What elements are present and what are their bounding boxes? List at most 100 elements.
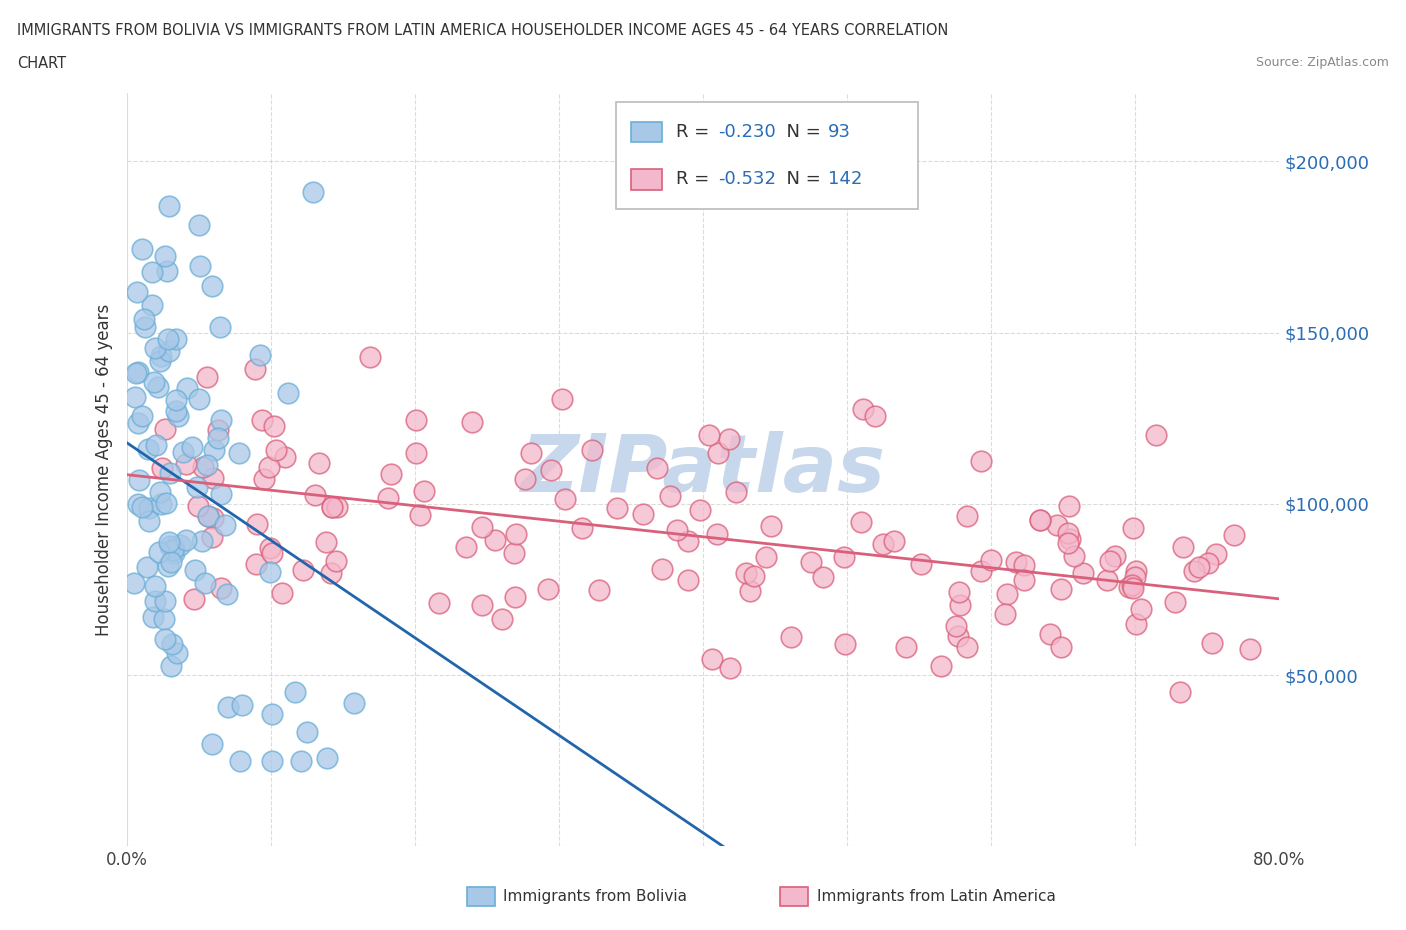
Point bbox=[249, 347, 271, 362]
Point bbox=[160, 637, 183, 652]
Point bbox=[1144, 428, 1167, 443]
Point bbox=[253, 472, 276, 486]
Point bbox=[505, 526, 527, 541]
Point bbox=[405, 412, 427, 427]
Point bbox=[520, 445, 543, 460]
Point bbox=[148, 544, 170, 559]
Point bbox=[738, 584, 761, 599]
Point bbox=[1099, 553, 1122, 568]
Text: Source: ZipAtlas.com: Source: ZipAtlas.com bbox=[1256, 56, 1389, 69]
Point bbox=[180, 439, 202, 454]
Point bbox=[263, 419, 285, 434]
Point bbox=[191, 534, 214, 549]
Point bbox=[165, 331, 187, 346]
Point bbox=[271, 585, 294, 600]
Point bbox=[550, 392, 572, 406]
Point bbox=[284, 684, 307, 699]
Point bbox=[201, 530, 224, 545]
Point bbox=[131, 499, 153, 514]
Point bbox=[832, 550, 855, 565]
Point bbox=[706, 527, 728, 542]
Point bbox=[202, 511, 225, 525]
Point bbox=[759, 519, 782, 534]
Point bbox=[245, 362, 267, 377]
Point bbox=[1129, 602, 1152, 617]
Point bbox=[697, 428, 720, 443]
Point bbox=[676, 534, 699, 549]
Point bbox=[260, 707, 283, 722]
Point bbox=[834, 637, 856, 652]
Point bbox=[134, 312, 156, 326]
Point bbox=[304, 488, 326, 503]
Point bbox=[409, 508, 432, 523]
Point bbox=[176, 457, 198, 472]
Point bbox=[427, 596, 450, 611]
Point bbox=[166, 646, 188, 661]
Point bbox=[145, 438, 167, 453]
Text: CHART: CHART bbox=[17, 56, 66, 71]
Point bbox=[734, 566, 756, 581]
Point bbox=[325, 553, 347, 568]
Point bbox=[1118, 579, 1140, 594]
Point bbox=[513, 472, 536, 486]
Point bbox=[163, 539, 186, 554]
Point bbox=[1046, 518, 1069, 533]
Point bbox=[277, 386, 299, 401]
Point bbox=[1168, 684, 1191, 699]
Point bbox=[188, 259, 211, 273]
Point bbox=[149, 497, 172, 512]
Point bbox=[1123, 570, 1146, 585]
Point bbox=[209, 581, 232, 596]
Point bbox=[676, 572, 699, 587]
Point bbox=[1125, 564, 1147, 578]
Point bbox=[755, 549, 778, 564]
Point bbox=[1164, 595, 1187, 610]
Point bbox=[127, 497, 149, 512]
Point bbox=[176, 380, 198, 395]
Point bbox=[316, 751, 339, 765]
Point bbox=[292, 562, 315, 577]
Point bbox=[689, 503, 711, 518]
Point bbox=[157, 559, 180, 574]
Point bbox=[645, 460, 668, 475]
Point bbox=[128, 472, 150, 487]
Point bbox=[208, 320, 231, 335]
Point bbox=[949, 597, 972, 612]
Point bbox=[295, 724, 318, 739]
Point bbox=[883, 534, 905, 549]
Point bbox=[259, 541, 281, 556]
Point bbox=[138, 513, 160, 528]
Point bbox=[1059, 532, 1081, 547]
Point bbox=[931, 659, 953, 674]
Point bbox=[122, 576, 145, 591]
Point bbox=[127, 416, 149, 431]
Point bbox=[1059, 498, 1081, 513]
Point bbox=[159, 465, 181, 480]
Point bbox=[127, 365, 149, 379]
Point bbox=[1104, 549, 1126, 564]
Point bbox=[169, 538, 191, 552]
Point bbox=[187, 498, 209, 513]
Point bbox=[1121, 578, 1143, 592]
Point bbox=[141, 264, 163, 279]
Point bbox=[252, 413, 274, 428]
Point bbox=[184, 563, 207, 578]
Text: N =: N = bbox=[775, 170, 827, 188]
Point bbox=[187, 392, 209, 406]
Point bbox=[1188, 560, 1211, 575]
Point bbox=[1182, 563, 1205, 578]
Point bbox=[588, 582, 610, 597]
Point bbox=[131, 241, 153, 256]
Point bbox=[143, 375, 166, 390]
Point bbox=[1122, 521, 1144, 536]
Text: ZIPatlas: ZIPatlas bbox=[520, 431, 886, 509]
Point bbox=[658, 488, 681, 503]
Point bbox=[725, 485, 748, 499]
Point bbox=[188, 218, 211, 232]
Point bbox=[260, 545, 283, 560]
Point bbox=[1056, 536, 1078, 551]
Y-axis label: Householder Income Ages 45 - 64 years: Householder Income Ages 45 - 64 years bbox=[96, 303, 114, 636]
Point bbox=[852, 402, 875, 417]
Text: 142: 142 bbox=[828, 170, 862, 188]
Point bbox=[167, 408, 190, 423]
